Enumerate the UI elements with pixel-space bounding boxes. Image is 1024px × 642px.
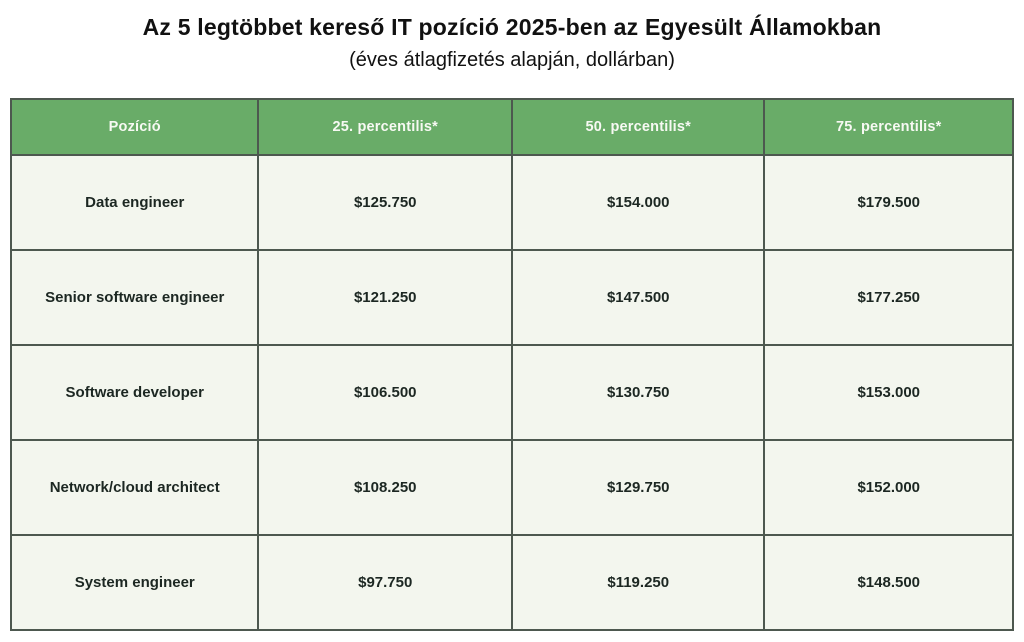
position-cell: Senior software engineer: [9, 249, 260, 346]
value-cell-p25: $108.250: [257, 439, 513, 536]
value-cell-p75: $148.500: [763, 534, 1014, 631]
value-cell-p50: $154.000: [510, 154, 766, 251]
table-row: Network/cloud architect $108.250 $129.75…: [9, 439, 1014, 536]
header-cell-p50: 50. percentilis*: [510, 98, 766, 156]
header-cell-p75: 75. percentilis*: [763, 98, 1014, 156]
header-cell-position: Pozíció: [9, 98, 260, 156]
header-cell-p25: 25. percentilis*: [257, 98, 513, 156]
value-cell-p25: $97.750: [257, 534, 513, 631]
position-cell: System engineer: [9, 534, 260, 631]
position-cell: Software developer: [9, 344, 260, 441]
value-cell-p25: $125.750: [257, 154, 513, 251]
position-cell: Network/cloud architect: [9, 439, 260, 536]
value-cell-p75: $153.000: [763, 344, 1014, 441]
value-cell-p75: $179.500: [763, 154, 1014, 251]
value-cell-p75: $177.250: [763, 249, 1014, 346]
salary-table: Pozíció 25. percentilis* 50. percentilis…: [9, 98, 1014, 631]
table-row: Senior software engineer $121.250 $147.5…: [9, 249, 1014, 346]
position-cell: Data engineer: [9, 154, 260, 251]
value-cell-p75: $152.000: [763, 439, 1014, 536]
table-row: Software developer $106.500 $130.750 $15…: [9, 344, 1014, 441]
value-cell-p25: $121.250: [257, 249, 513, 346]
header-row: Pozíció 25. percentilis* 50. percentilis…: [9, 98, 1014, 156]
table-row: Data engineer $125.750 $154.000 $179.500: [9, 154, 1014, 251]
value-cell-p50: $147.500: [510, 249, 766, 346]
table-row: System engineer $97.750 $119.250 $148.50…: [9, 534, 1014, 631]
value-cell-p25: $106.500: [257, 344, 513, 441]
value-cell-p50: $129.750: [510, 439, 766, 536]
page-subtitle: (éves átlagfizetés alapján, dollárban): [349, 49, 675, 71]
value-cell-p50: $119.250: [510, 534, 766, 631]
page-title: Az 5 legtöbbet kereső IT pozíció 2025-be…: [142, 14, 882, 40]
value-cell-p50: $130.750: [510, 344, 766, 441]
